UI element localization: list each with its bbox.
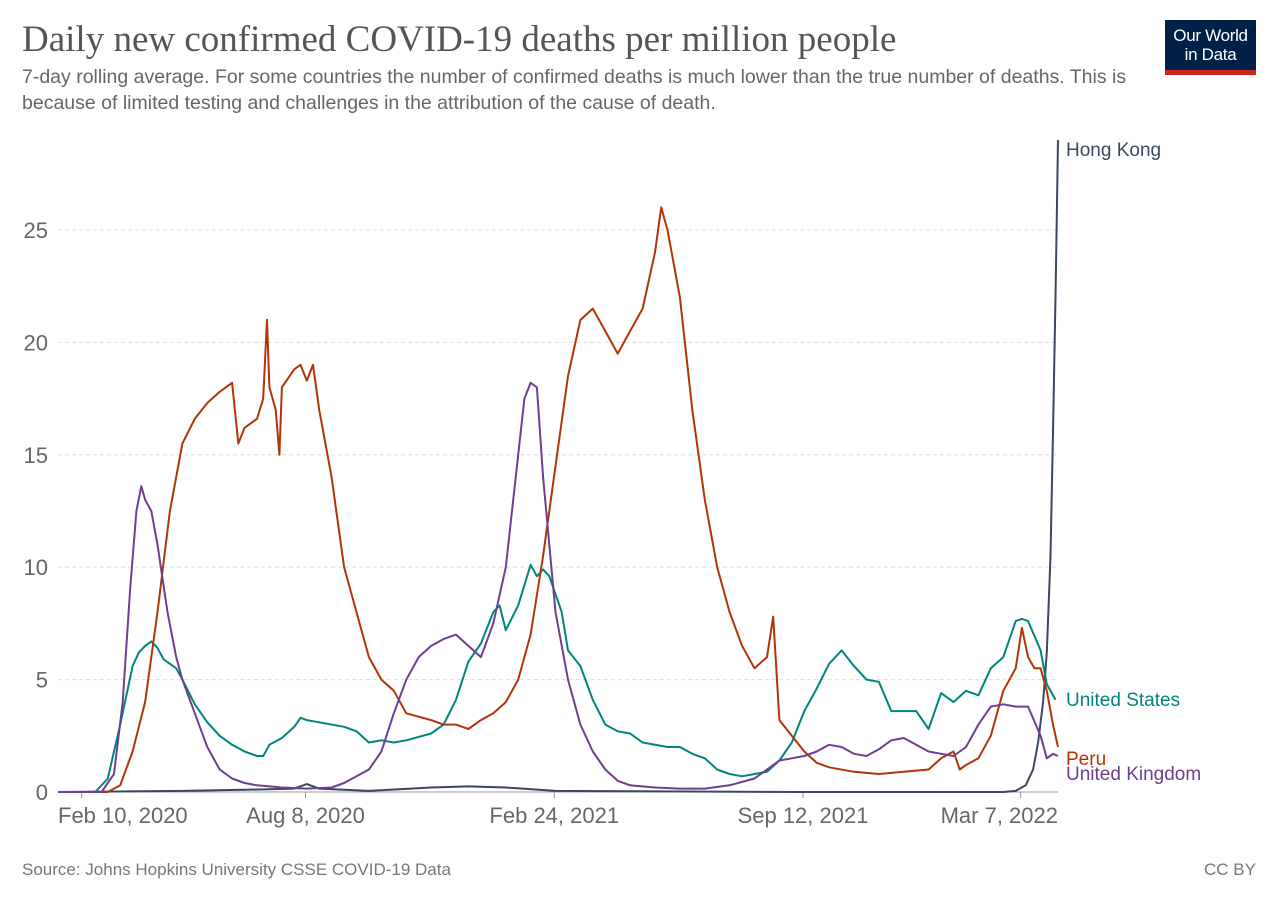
series-label-hong-kong[interactable]: Hong Kong	[1066, 140, 1161, 161]
chart-title: Daily new confirmed COVID-19 deaths per …	[22, 19, 897, 60]
x-tick-label: Sep 12, 2021	[738, 803, 869, 828]
y-tick-label: 25	[24, 218, 48, 243]
x-tick-label: Mar 7, 2022	[941, 803, 1058, 828]
line-chart: 0 5 10 15 20 25 Feb 10, 2020 Aug 8, 2020 Feb 24…	[24, 139, 1201, 828]
y-axis-ticks: 0 5 10 15 20 25	[24, 218, 48, 805]
series-line-peru[interactable]	[58, 206, 1059, 793]
y-tick-label: 5	[36, 668, 48, 693]
series-line-hong-kong[interactable]	[57, 139, 1059, 793]
y-tick-label: 0	[36, 780, 48, 805]
source-note: Source: Johns Hopkins University CSSE CO…	[22, 860, 451, 879]
x-tick-label: Aug 8, 2020	[246, 803, 365, 828]
x-tick-label: Feb 10, 2020	[58, 803, 188, 828]
logo-line-2: in Data	[1184, 45, 1237, 64]
logo-line-1: Our World	[1173, 26, 1248, 45]
chart-subtitle: 7-day rolling average. For some countrie…	[22, 66, 1127, 114]
x-tick-label: Feb 24, 2021	[489, 803, 619, 828]
series-label-united-states[interactable]: United States	[1066, 690, 1180, 711]
y-tick-label: 20	[24, 330, 48, 355]
series-line-united-states[interactable]	[58, 563, 1057, 793]
owid-logo[interactable]: Our World in Data	[1165, 20, 1256, 75]
series-label-peru[interactable]: Peru	[1066, 749, 1106, 770]
x-axis: Feb 10, 2020 Aug 8, 2020 Feb 24, 2021 Sep 1…	[58, 791, 1058, 828]
series-line-united-kingdom[interactable]	[58, 381, 1059, 793]
y-tick-label: 15	[24, 443, 48, 468]
license-link[interactable]: CC BY	[1204, 860, 1256, 879]
series-lines	[57, 139, 1059, 793]
y-tick-label: 10	[24, 555, 48, 580]
series-label-united-kingdom[interactable]: United Kingdom	[1066, 764, 1201, 785]
